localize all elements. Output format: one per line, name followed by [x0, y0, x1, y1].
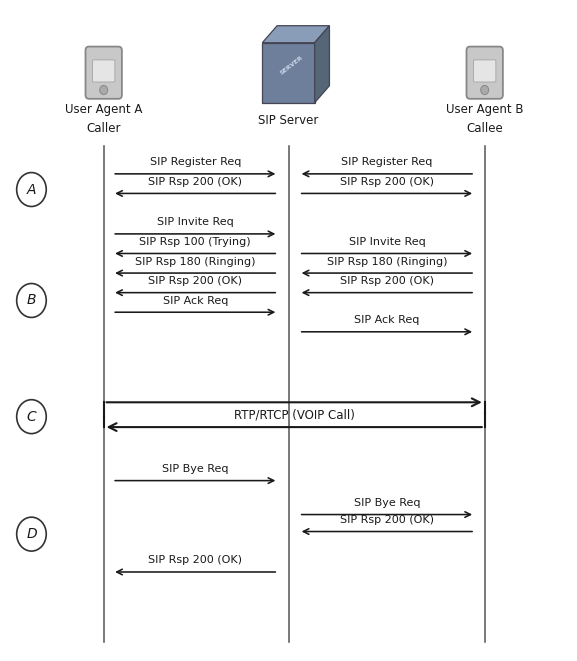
Text: SIP Bye Req: SIP Bye Req	[354, 498, 420, 508]
Text: SIP Rsp 200 (OK): SIP Rsp 200 (OK)	[148, 276, 242, 286]
Circle shape	[17, 173, 46, 206]
Text: B: B	[27, 293, 36, 307]
Polygon shape	[314, 26, 329, 102]
Text: RTP/RTCP (VOIP Call): RTP/RTCP (VOIP Call)	[234, 408, 355, 421]
Text: SIP Rsp 200 (OK): SIP Rsp 200 (OK)	[340, 276, 434, 286]
FancyBboxPatch shape	[85, 46, 122, 98]
Text: C: C	[27, 410, 36, 424]
Text: SIP Bye Req: SIP Bye Req	[162, 464, 228, 474]
Circle shape	[17, 400, 46, 434]
Text: SIP Server: SIP Server	[258, 114, 319, 127]
Text: SIP Register Req: SIP Register Req	[149, 157, 241, 167]
Text: D: D	[26, 527, 37, 541]
Polygon shape	[263, 26, 329, 43]
Circle shape	[100, 85, 108, 95]
Text: SIP Rsp 200 (OK): SIP Rsp 200 (OK)	[340, 515, 434, 525]
Text: SIP Rsp 180 (Ringing): SIP Rsp 180 (Ringing)	[135, 256, 256, 266]
FancyBboxPatch shape	[474, 60, 496, 82]
FancyBboxPatch shape	[466, 46, 503, 98]
Circle shape	[481, 85, 489, 95]
Text: SIP Invite Req: SIP Invite Req	[157, 217, 234, 227]
Polygon shape	[263, 43, 314, 102]
Text: SIP Rsp 200 (OK): SIP Rsp 200 (OK)	[148, 555, 242, 565]
Text: User Agent A: User Agent A	[65, 103, 143, 116]
Text: SIP Ack Req: SIP Ack Req	[354, 315, 419, 325]
Text: SIP Invite Req: SIP Invite Req	[349, 237, 425, 247]
Text: Caller: Caller	[87, 122, 121, 135]
Text: SIP Rsp 180 (Ringing): SIP Rsp 180 (Ringing)	[327, 256, 447, 266]
Text: SIP Register Req: SIP Register Req	[341, 157, 433, 167]
Text: Callee: Callee	[466, 122, 503, 135]
FancyBboxPatch shape	[92, 60, 115, 82]
Text: User Agent B: User Agent B	[446, 103, 523, 116]
Text: A: A	[27, 182, 36, 196]
Circle shape	[17, 284, 46, 317]
Text: SIP Rsp 200 (OK): SIP Rsp 200 (OK)	[340, 177, 434, 187]
Text: SIP Ack Req: SIP Ack Req	[163, 295, 228, 305]
Circle shape	[17, 517, 46, 551]
Text: SIP Rsp 200 (OK): SIP Rsp 200 (OK)	[148, 177, 242, 187]
Text: SERVER: SERVER	[279, 54, 304, 75]
Text: SIP Rsp 100 (Trying): SIP Rsp 100 (Trying)	[140, 237, 251, 247]
